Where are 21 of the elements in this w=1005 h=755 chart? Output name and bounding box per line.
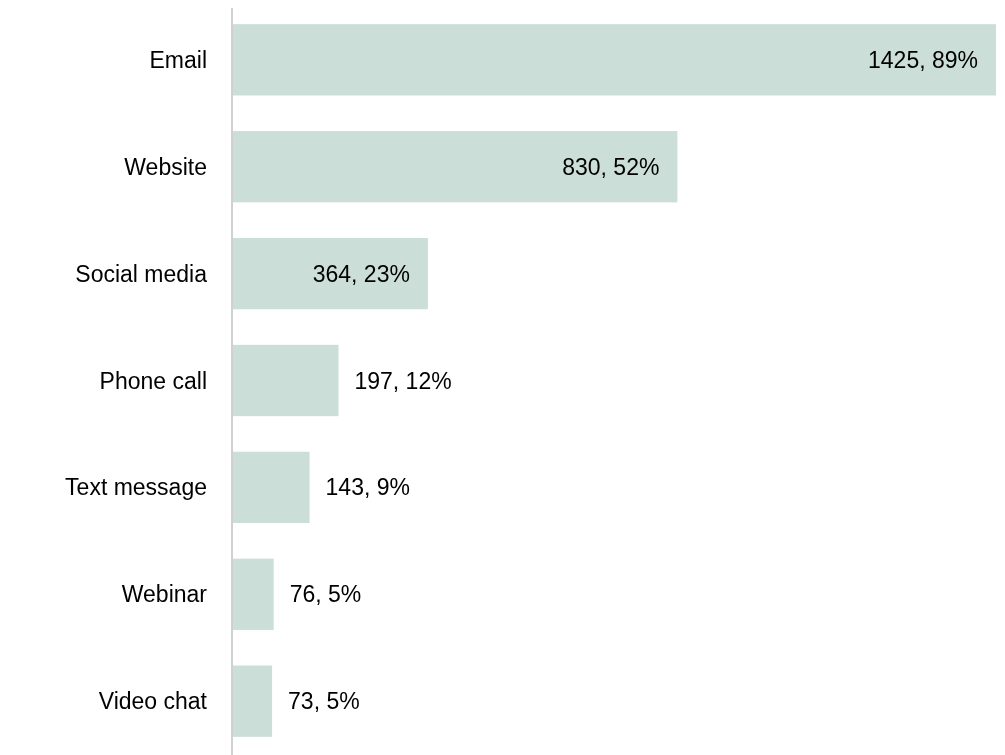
- bar: [233, 451, 310, 524]
- y-tick-label: Email: [149, 46, 207, 73]
- data-label: 73, 5%: [288, 688, 360, 715]
- data-label: 364, 23%: [312, 260, 410, 287]
- data-label: 197, 12%: [354, 367, 452, 394]
- bar: [233, 237, 428, 310]
- data-label: 76, 5%: [289, 581, 362, 608]
- y-tick-label: Phone call: [99, 367, 207, 394]
- bar: [233, 558, 274, 630]
- data-label: 830, 52%: [562, 153, 660, 180]
- data-label: 1425, 89%: [868, 46, 978, 73]
- bar: [233, 665, 273, 737]
- bar: [233, 131, 678, 203]
- y-tick-label: Video chat: [98, 688, 208, 715]
- bar: [233, 24, 996, 96]
- y-tick-label: Webinar: [121, 581, 208, 608]
- bar: [233, 344, 339, 417]
- y-tick-label: Website: [124, 153, 207, 180]
- y-tick-label: Text message: [65, 474, 207, 501]
- y-tick-label: Social media: [75, 260, 208, 287]
- data-label: 143, 9%: [325, 474, 410, 501]
